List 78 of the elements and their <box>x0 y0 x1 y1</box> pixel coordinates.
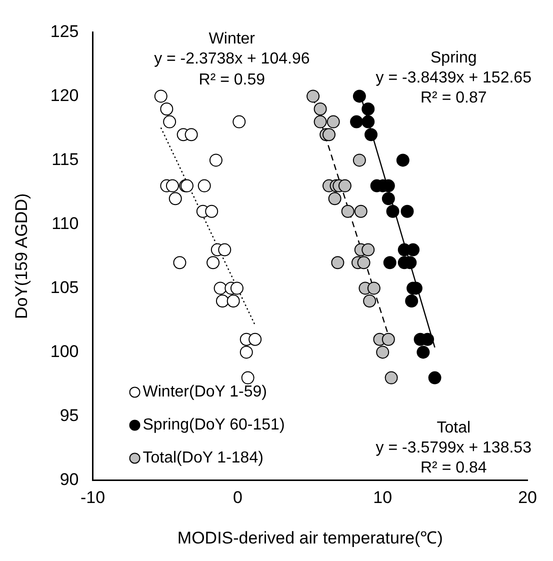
point <box>350 115 364 128</box>
point <box>406 243 420 256</box>
annotation: y = -3.8439x + 152.65 <box>376 70 532 87</box>
point <box>314 115 327 128</box>
x-tick-label: 20 <box>518 488 538 508</box>
y-tick-label: 125 <box>50 22 79 41</box>
point <box>326 115 340 128</box>
annotation: Spring <box>430 50 477 67</box>
annotation: y = -2.3738x + 104.96 <box>154 50 310 68</box>
annotation: R² = 0.59 <box>198 72 266 89</box>
point <box>363 294 376 308</box>
point <box>216 294 229 308</box>
point <box>166 179 179 192</box>
point <box>154 90 168 103</box>
point <box>232 115 246 128</box>
point <box>168 192 182 206</box>
point <box>241 371 254 384</box>
annotation: R² = 0.84 <box>420 460 487 477</box>
point <box>206 256 220 270</box>
point <box>338 179 352 192</box>
legend-label: Winter(DoY 1-59) <box>142 384 267 401</box>
point <box>364 128 378 142</box>
point <box>341 204 354 218</box>
point <box>218 243 232 256</box>
x-axis-title: MODIS-derived air temperature(℃) <box>177 528 443 548</box>
point <box>240 346 253 359</box>
point <box>382 192 395 206</box>
point <box>306 90 320 103</box>
point <box>209 154 222 167</box>
annotation: R² = 0.87 <box>420 90 487 107</box>
point <box>384 371 398 384</box>
legend-label: Spring(DoY 60-151) <box>142 416 285 434</box>
y-tick-label: 100 <box>50 342 79 361</box>
x-tick-label: -10 <box>80 488 106 508</box>
annotation: y = -3.5799x + 138.53 <box>376 440 532 457</box>
point <box>205 204 218 218</box>
point <box>163 115 176 128</box>
y-tick-label: 95 <box>60 406 79 425</box>
point <box>383 256 396 270</box>
point <box>352 90 366 103</box>
point <box>362 243 375 256</box>
point <box>357 256 370 270</box>
point <box>405 294 418 308</box>
point <box>386 204 400 218</box>
point <box>160 102 174 116</box>
point <box>230 282 244 295</box>
point <box>226 294 240 308</box>
point <box>248 332 262 346</box>
point <box>362 102 375 116</box>
annotation: Winter <box>208 30 256 48</box>
point <box>198 179 211 192</box>
point <box>352 154 366 167</box>
point <box>362 115 375 128</box>
point <box>376 346 390 359</box>
point <box>416 346 430 359</box>
point <box>328 192 342 206</box>
point <box>214 282 227 295</box>
y-axis-title: DoY(159 AGDD) <box>12 193 31 320</box>
point <box>331 256 344 270</box>
point <box>354 204 368 218</box>
y-tick-label: 110 <box>52 214 79 233</box>
y-tick-label: 105 <box>50 278 79 297</box>
point <box>173 256 186 270</box>
annotation: Total <box>436 420 471 437</box>
y-tick-label: 120 <box>50 86 79 105</box>
point <box>400 204 414 218</box>
x-tick-label: 10 <box>373 488 392 508</box>
x-tick-label: 0 <box>232 488 242 508</box>
point <box>314 102 327 116</box>
point <box>184 128 198 142</box>
point <box>322 128 336 142</box>
point <box>367 282 380 295</box>
y-tick-label: 115 <box>52 150 79 169</box>
legend-label: Total(DoY 1-184) <box>142 450 264 467</box>
point <box>382 332 395 346</box>
point <box>396 154 410 167</box>
y-tick-label: 90 <box>60 470 79 489</box>
point <box>428 371 442 384</box>
